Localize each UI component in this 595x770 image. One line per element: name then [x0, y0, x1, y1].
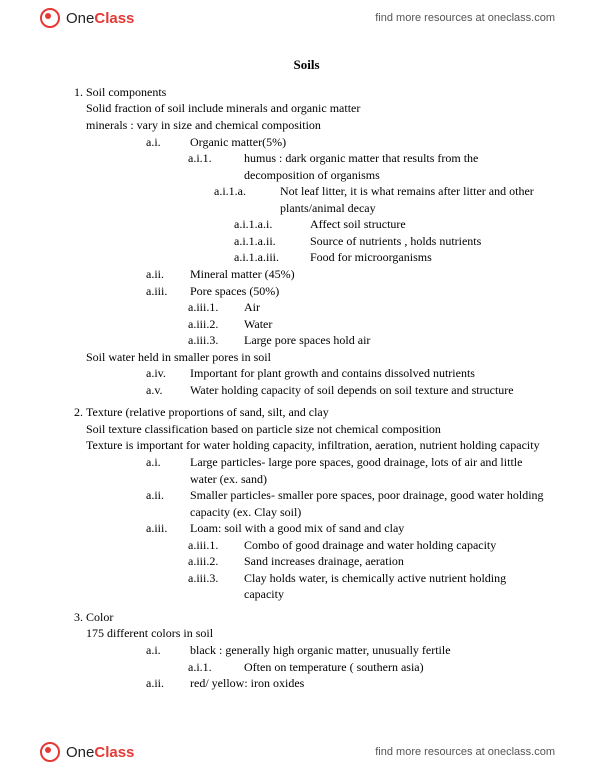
txt: Often on temperature ( southern asia): [244, 659, 545, 676]
footer-resources-link[interactable]: find more resources at oneclass.com: [375, 746, 555, 758]
s1-av: a.v. Water holding capacity of soil depe…: [86, 382, 545, 399]
brand-logo: OneClass: [40, 8, 134, 28]
lbl: a.iii.1.: [188, 299, 244, 316]
brand-one: One: [66, 10, 94, 27]
document-body: Soils Soil components Solid fraction of …: [68, 56, 545, 720]
s1-aiv: a.iv. Important for plant growth and con…: [86, 365, 545, 382]
txt: Large pore spaces hold air: [244, 332, 545, 349]
page-footer: OneClass find more resources at oneclass…: [0, 734, 595, 770]
lbl: a.i.1.a.ii.: [234, 233, 310, 250]
section-3-heading: Color: [86, 610, 113, 624]
s1-p3: Soil water held in smaller pores in soil: [86, 349, 545, 366]
lbl: a.i.1.a.: [214, 183, 280, 216]
txt: Air: [244, 299, 545, 316]
header-resources-link[interactable]: find more resources at oneclass.com: [375, 12, 555, 24]
lbl: a.ii.: [146, 266, 190, 283]
s2-p1: Soil texture classification based on par…: [86, 421, 545, 438]
lbl: a.iii.1.: [188, 537, 244, 554]
lbl: a.i.1.a.iii.: [234, 249, 310, 266]
brand-text: OneClass: [66, 10, 134, 27]
s2-aiii3: a.iii.3. Clay holds water, is chemically…: [86, 570, 545, 603]
s3-aii: a.ii. red/ yellow: iron oxides: [86, 675, 545, 692]
s3-p1: 175 different colors in soil: [86, 625, 545, 642]
txt: Water: [244, 316, 545, 333]
brand-class: Class: [94, 10, 134, 27]
s3-ai: a.i. black : generally high organic matt…: [86, 642, 545, 659]
txt: red/ yellow: iron oxides: [190, 675, 545, 692]
s1-aiii3: a.iii.3. Large pore spaces hold air: [86, 332, 545, 349]
lbl: a.i.: [146, 134, 190, 151]
txt: Loam: soil with a good mix of sand and c…: [190, 520, 545, 537]
txt: humus : dark organic matter that results…: [244, 150, 545, 183]
txt: Affect soil structure: [310, 216, 545, 233]
lbl: a.iii.2.: [188, 316, 244, 333]
section-2-heading: Texture (relative proportions of sand, s…: [86, 405, 329, 419]
lbl: a.iii.3.: [188, 570, 244, 603]
s1-aii: a.ii. Mineral matter (45%): [86, 266, 545, 283]
lbl: a.iii.3.: [188, 332, 244, 349]
txt: Smaller particles- smaller pore spaces, …: [190, 487, 545, 520]
lbl: a.ii.: [146, 675, 190, 692]
txt: Not leaf litter, it is what remains afte…: [280, 183, 545, 216]
txt: black : generally high organic matter, u…: [190, 642, 545, 659]
s2-aiii1: a.iii.1. Combo of good drainage and wate…: [86, 537, 545, 554]
lbl: a.i.1.: [188, 150, 244, 183]
s1-ai1: a.i.1. humus : dark organic matter that …: [86, 150, 545, 183]
brand-logo-footer: OneClass: [40, 742, 134, 762]
brand-icon: [40, 742, 60, 762]
s1-aiii2: a.iii.2. Water: [86, 316, 545, 333]
outline-list: Soil components Solid fraction of soil i…: [68, 84, 545, 692]
brand-text: OneClass: [66, 744, 134, 761]
s2-aii: a.ii. Smaller particles- smaller pore sp…: [86, 487, 545, 520]
txt: Organic matter(5%): [190, 134, 545, 151]
txt: Water holding capacity of soil depends o…: [190, 382, 545, 399]
s2-p2: Texture is important for water holding c…: [86, 437, 545, 454]
section-3: Color 175 different colors in soil a.i. …: [86, 609, 545, 692]
s1-aiii: a.iii. Pore spaces (50%): [86, 283, 545, 300]
s1-p2: minerals : vary in size and chemical com…: [86, 117, 545, 134]
doc-title: Soils: [68, 56, 545, 74]
txt: Sand increases drainage, aeration: [244, 553, 545, 570]
section-2: Texture (relative proportions of sand, s…: [86, 404, 545, 603]
s2-aiii: a.iii. Loam: soil with a good mix of san…: [86, 520, 545, 537]
s1-ai1aiii: a.i.1.a.iii. Food for microorganisms: [86, 249, 545, 266]
s2-aiii2: a.iii.2. Sand increases drainage, aerati…: [86, 553, 545, 570]
lbl: a.i.: [146, 454, 190, 487]
lbl: a.i.1.: [188, 659, 244, 676]
lbl: a.iii.: [146, 520, 190, 537]
section-1: Soil components Solid fraction of soil i…: [86, 84, 545, 398]
lbl: a.i.: [146, 642, 190, 659]
brand-icon: [40, 8, 60, 28]
txt: Food for microorganisms: [310, 249, 545, 266]
s1-ai: a.i. Organic matter(5%): [86, 134, 545, 151]
txt: Combo of good drainage and water holding…: [244, 537, 545, 554]
lbl: a.iii.: [146, 283, 190, 300]
page-header: OneClass find more resources at oneclass…: [0, 0, 595, 36]
s1-p1: Solid fraction of soil include minerals …: [86, 100, 545, 117]
s3-ai1: a.i.1. Often on temperature ( southern a…: [86, 659, 545, 676]
s1-ai1a: a.i.1.a. Not leaf litter, it is what rem…: [86, 183, 545, 216]
txt: Pore spaces (50%): [190, 283, 545, 300]
lbl: a.iii.2.: [188, 553, 244, 570]
txt: Large particles- large pore spaces, good…: [190, 454, 545, 487]
brand-class: Class: [94, 744, 134, 761]
txt: Mineral matter (45%): [190, 266, 545, 283]
txt: Important for plant growth and contains …: [190, 365, 545, 382]
lbl: a.ii.: [146, 487, 190, 520]
section-1-heading: Soil components: [86, 85, 166, 99]
txt: Clay holds water, is chemically active n…: [244, 570, 545, 603]
s2-ai: a.i. Large particles- large pore spaces,…: [86, 454, 545, 487]
lbl: a.iv.: [146, 365, 190, 382]
lbl: a.v.: [146, 382, 190, 399]
s1-ai1ai: a.i.1.a.i. Affect soil structure: [86, 216, 545, 233]
lbl: a.i.1.a.i.: [234, 216, 310, 233]
s1-aiii1: a.iii.1. Air: [86, 299, 545, 316]
brand-one: One: [66, 744, 94, 761]
txt: Source of nutrients , holds nutrients: [310, 233, 545, 250]
s1-ai1aii: a.i.1.a.ii. Source of nutrients , holds …: [86, 233, 545, 250]
